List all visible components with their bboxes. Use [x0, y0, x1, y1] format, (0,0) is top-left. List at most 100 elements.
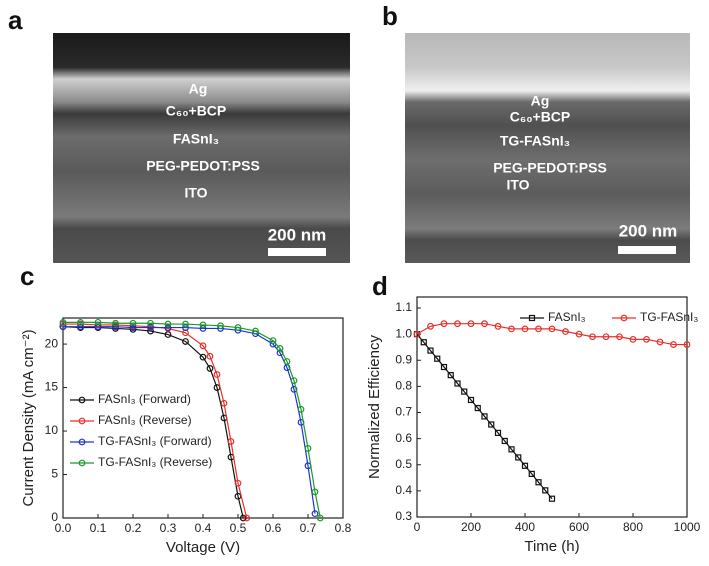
panel-letter: c	[20, 261, 34, 291]
panel-letter: a	[8, 5, 23, 35]
marker	[239, 514, 247, 522]
marker	[521, 462, 529, 469]
x-tick-label: 0.2	[125, 521, 142, 535]
sem-image	[405, 33, 690, 263]
legend-label: FASnI₃ (Reverse)	[98, 413, 192, 427]
marker	[311, 510, 319, 518]
marker	[467, 396, 475, 404]
marker	[182, 338, 189, 345]
marker	[217, 322, 224, 330]
marker	[290, 385, 298, 393]
marker	[440, 320, 448, 328]
marker	[461, 388, 468, 395]
y-tick-label: 1.1	[395, 300, 412, 314]
y-tick-label: 5	[51, 467, 58, 481]
marker	[311, 488, 319, 496]
marker	[199, 325, 207, 332]
y-tick-label: 15	[45, 380, 59, 394]
x-tick-label: 0.5	[230, 521, 247, 535]
scale-bar	[268, 248, 326, 256]
marker	[508, 325, 515, 333]
marker	[206, 365, 214, 372]
layer-label: PEG-PEDOT:PSS	[146, 158, 260, 174]
marker	[283, 358, 291, 365]
marker	[548, 325, 556, 333]
scale-bar-label: 200 nm	[619, 221, 678, 240]
legend-label: TG-FASnI₃	[640, 310, 698, 324]
sem-image	[53, 33, 350, 263]
marker	[94, 323, 102, 331]
marker	[316, 514, 324, 522]
marker	[535, 479, 542, 486]
marker	[629, 335, 637, 343]
y-tick-label: 0	[51, 510, 58, 524]
x-tick-label: 0	[414, 520, 421, 534]
x-tick-label: 0.7	[300, 521, 317, 535]
legend-label: TG-FASnI₃ (Reverse)	[98, 455, 212, 469]
layer-label: C₆₀+BCP	[510, 109, 571, 125]
marker	[94, 318, 102, 326]
series-line	[63, 323, 248, 519]
marker	[252, 327, 259, 335]
x-tick-label: 0.4	[195, 521, 212, 535]
legend-label: FASnI₃	[548, 310, 586, 324]
marker	[447, 372, 454, 379]
marker	[434, 355, 441, 362]
marker	[643, 335, 650, 343]
marker	[656, 338, 664, 346]
marker	[227, 438, 235, 445]
y-tick-label: 0.6	[395, 431, 412, 445]
marker	[59, 323, 67, 331]
x-tick-label: 800	[623, 520, 643, 534]
marker	[243, 514, 251, 522]
marker	[488, 421, 495, 428]
legend-label: FASnI₃ (Forward)	[98, 392, 191, 406]
series-line	[416, 333, 553, 500]
marker	[501, 437, 508, 445]
layer-label: FASnI₃	[173, 131, 219, 147]
marker	[575, 330, 583, 338]
marker	[528, 470, 535, 477]
x-tick-label: 600	[569, 520, 589, 534]
x-tick-label: 400	[515, 520, 535, 534]
marker	[602, 333, 610, 341]
marker	[220, 399, 228, 407]
marker	[199, 353, 207, 361]
series-line	[62, 326, 244, 519]
marker	[199, 342, 207, 350]
layer-label: ITO	[184, 185, 207, 201]
marker	[427, 322, 434, 330]
legend-marker	[528, 314, 536, 322]
panel-letter: d	[372, 271, 388, 301]
marker	[474, 404, 481, 412]
y-tick-label: 20	[45, 336, 59, 350]
marker	[234, 479, 242, 487]
y-tick-label: 0.3	[395, 509, 412, 523]
marker	[535, 325, 542, 333]
panel-letter: b	[382, 1, 398, 31]
marker	[548, 495, 556, 502]
marker	[542, 487, 549, 494]
marker	[77, 318, 84, 326]
marker	[508, 446, 515, 453]
marker	[182, 320, 189, 328]
marker	[683, 341, 691, 348]
scale-bar-label: 200 nm	[268, 225, 327, 244]
y-tick-label: 0.5	[395, 457, 412, 471]
y-tick-label: 1.0	[395, 326, 412, 340]
marker	[454, 320, 461, 328]
y-axis-label: Current Density (mA cm⁻²)	[20, 329, 37, 506]
legend-marker	[78, 396, 86, 404]
legend-label: TG-FASnI₃ (Forward)	[98, 434, 212, 448]
marker	[147, 324, 154, 331]
x-tick-label: 200	[461, 520, 481, 534]
marker	[77, 323, 84, 331]
marker	[234, 324, 242, 331]
y-axis-label: Normalized Efficiency	[366, 335, 383, 479]
marker	[515, 454, 522, 461]
marker	[129, 319, 137, 327]
marker	[129, 324, 137, 331]
x-tick-label: 0.3	[160, 521, 177, 535]
marker	[427, 347, 434, 354]
